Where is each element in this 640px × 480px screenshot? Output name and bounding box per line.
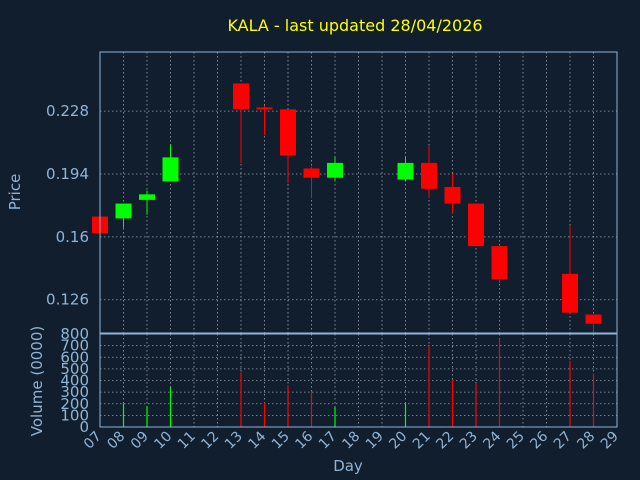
x-tick-label: 27 [551, 429, 575, 453]
candle-body [421, 162, 437, 189]
candle-body [256, 107, 273, 110]
candle-body [280, 109, 296, 156]
price-tick-label: 0.194 [46, 165, 89, 183]
x-tick-label: 24 [480, 428, 504, 452]
volume-tick-label: 300 [60, 383, 89, 401]
x-tick-label: 21 [410, 429, 434, 453]
candle-body [233, 83, 249, 110]
x-tick-label: 14 [245, 428, 269, 452]
volume-tick-label: 400 [60, 372, 89, 390]
x-tick-label: 26 [527, 428, 551, 452]
x-axis-label: Day [333, 457, 363, 475]
price-tick-label: 0.126 [46, 291, 89, 309]
x-tick-label: 16 [292, 428, 316, 452]
candle-body [585, 314, 602, 324]
price-axis-label: Price [6, 174, 24, 211]
x-tick-label: 23 [457, 429, 481, 453]
candle-body [444, 186, 461, 204]
x-tick-label: 09 [128, 429, 152, 453]
x-tick-label: 11 [175, 429, 199, 453]
volume-tick-label: 500 [60, 360, 89, 378]
x-tick-label: 19 [363, 429, 387, 453]
price-grid [100, 52, 617, 333]
candles [92, 83, 602, 333]
x-tick-label: 12 [198, 429, 222, 453]
candle-body [397, 162, 414, 180]
volume-axis-label: Volume (0000) [28, 326, 46, 436]
candle-body [162, 157, 179, 182]
volume-tick-label: 0 [79, 418, 89, 436]
candle-body [491, 246, 508, 280]
x-tick-label: 17 [316, 429, 340, 453]
x-tick-label: 28 [574, 429, 598, 453]
candle-body [303, 168, 320, 178]
price-frame [99, 51, 618, 334]
volume-tick-label: 600 [60, 348, 89, 366]
x-tick-label: 25 [504, 429, 528, 453]
x-tick-label: 08 [104, 429, 128, 453]
plot-frames [99, 51, 618, 428]
volume-bars [122, 338, 595, 427]
x-tick-label: 18 [339, 429, 363, 453]
x-tick-label: 15 [269, 429, 293, 453]
x-tick-label: 29 [598, 429, 622, 453]
price-tick-label: 0.228 [46, 102, 89, 120]
x-tick-label: 10 [151, 429, 175, 453]
x-tick-label: 13 [222, 429, 246, 453]
volume-tick-label: 200 [60, 395, 89, 413]
price-tick-label: 0.16 [56, 228, 89, 246]
candle-body [468, 203, 484, 247]
volume-tick-label: 800 [60, 325, 89, 343]
x-tick-label: 20 [386, 429, 410, 453]
candle-body [327, 162, 343, 178]
x-tick-label: 22 [433, 429, 457, 453]
x-tick-labels: 07 08 09 10 11 12 13 14 15 16 17 18 19 20 21 22 23 24 25 26… [81, 428, 622, 452]
candle-body [139, 194, 155, 200]
candle-body [562, 273, 578, 313]
volume-grid [100, 334, 617, 427]
chart-title: KALA - last updated 28/04/2026 [227, 16, 482, 35]
candle-body [115, 203, 132, 219]
y-tick-labels: 0.126 0.16 0.194 0.228 010020030040050060070… [46, 102, 89, 436]
volume-tick-label: 100 [60, 406, 89, 424]
volume-frame [99, 333, 618, 428]
volume-tick-label: 700 [60, 337, 89, 355]
